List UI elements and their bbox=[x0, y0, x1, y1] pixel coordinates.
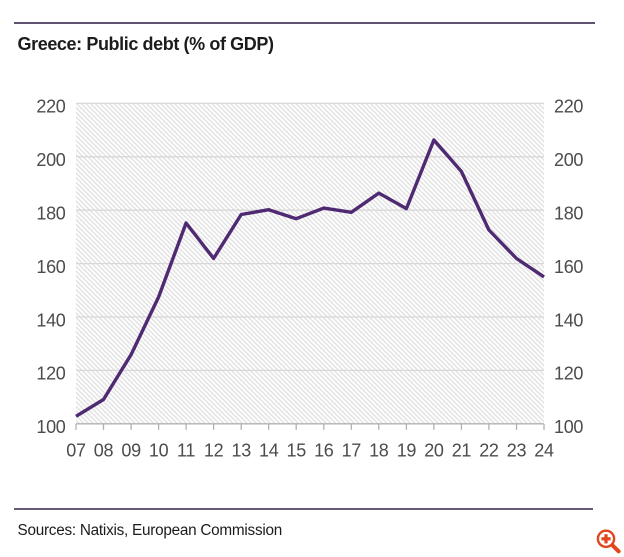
svg-text:180: 180 bbox=[36, 204, 65, 224]
svg-text:07: 07 bbox=[66, 441, 86, 461]
svg-text:200: 200 bbox=[554, 150, 583, 170]
svg-text:17: 17 bbox=[342, 441, 362, 461]
svg-text:14: 14 bbox=[259, 441, 279, 461]
svg-text:160: 160 bbox=[36, 257, 65, 277]
svg-text:24: 24 bbox=[534, 441, 554, 461]
svg-text:08: 08 bbox=[94, 441, 114, 461]
svg-text:23: 23 bbox=[507, 441, 527, 461]
svg-text:100: 100 bbox=[554, 417, 583, 437]
svg-text:16: 16 bbox=[314, 441, 334, 461]
svg-text:200: 200 bbox=[36, 150, 65, 170]
svg-text:160: 160 bbox=[554, 257, 583, 277]
svg-text:Sources: Natixis, European Com: Sources: Natixis, European Commission bbox=[18, 522, 283, 539]
svg-text:20: 20 bbox=[424, 441, 444, 461]
svg-text:220: 220 bbox=[36, 97, 65, 117]
svg-text:18: 18 bbox=[369, 441, 389, 461]
svg-text:180: 180 bbox=[554, 204, 583, 224]
svg-text:22: 22 bbox=[479, 441, 499, 461]
svg-text:12: 12 bbox=[204, 441, 224, 461]
svg-text:21: 21 bbox=[452, 441, 472, 461]
svg-text:120: 120 bbox=[36, 364, 65, 384]
svg-text:Greece: Public debt (% of GDP): Greece: Public debt (% of GDP) bbox=[18, 34, 274, 54]
svg-text:13: 13 bbox=[231, 441, 251, 461]
svg-text:10: 10 bbox=[149, 441, 169, 461]
svg-text:140: 140 bbox=[554, 310, 583, 330]
svg-text:140: 140 bbox=[36, 310, 65, 330]
svg-text:09: 09 bbox=[121, 441, 141, 461]
svg-text:100: 100 bbox=[36, 417, 65, 437]
svg-text:220: 220 bbox=[554, 97, 583, 117]
svg-text:11: 11 bbox=[177, 441, 195, 461]
svg-text:19: 19 bbox=[397, 441, 417, 461]
svg-text:120: 120 bbox=[554, 364, 583, 384]
svg-text:15: 15 bbox=[286, 441, 306, 461]
